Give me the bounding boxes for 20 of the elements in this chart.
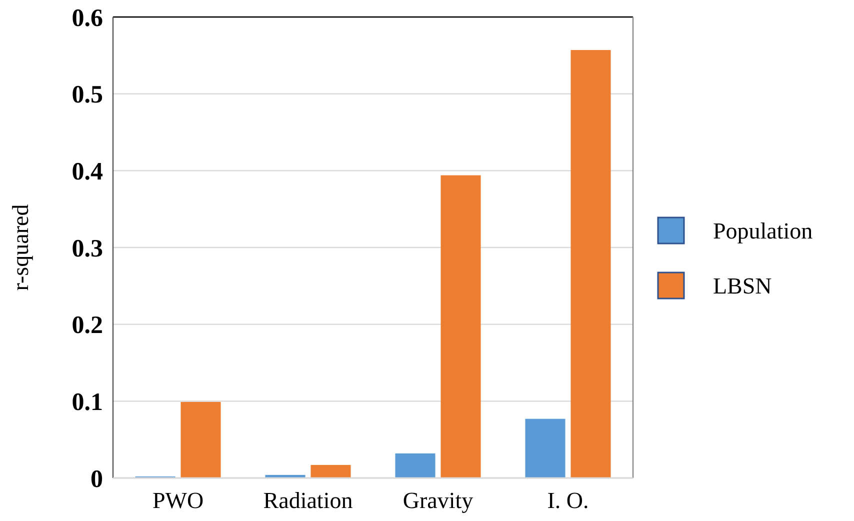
bar — [570, 50, 611, 478]
y-axis-title: r-squared — [8, 204, 33, 291]
legend-label: Population — [713, 218, 814, 244]
bar — [440, 175, 481, 478]
y-tick-label: 0.4 — [72, 158, 104, 186]
bar — [180, 402, 221, 478]
y-tick-label: 0.6 — [72, 4, 103, 32]
y-tick-label: 0 — [90, 466, 103, 493]
x-tick-label: Gravity — [402, 488, 474, 513]
x-tick-label: PWO — [152, 488, 204, 513]
y-tick-label: 0.1 — [72, 388, 103, 416]
x-tick-label: Radiation — [263, 488, 354, 513]
y-tick-label: 0.5 — [72, 82, 103, 109]
bar — [310, 464, 351, 478]
legend-label: LBSN — [713, 274, 772, 299]
y-tick-label: 0.3 — [72, 235, 103, 262]
y-tick-label: 0.2 — [72, 312, 103, 340]
bar — [525, 418, 566, 478]
x-tick-label: I. O. — [547, 488, 589, 513]
bar — [395, 453, 436, 478]
